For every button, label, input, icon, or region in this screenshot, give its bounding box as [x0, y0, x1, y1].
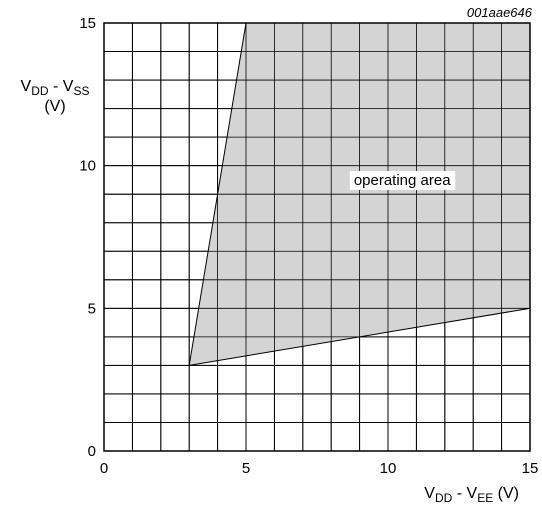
annotation-background	[349, 170, 456, 190]
x-tick-label: 5	[242, 460, 250, 477]
x-tick-labels: 0 5 10 15	[100, 460, 539, 477]
plot-frame	[103, 22, 531, 452]
y-tick-label: 15	[79, 15, 96, 32]
x-tick-label: 10	[380, 460, 397, 477]
y-tick-label: 10	[79, 158, 96, 175]
y-tick-label: 0	[88, 443, 96, 460]
x-tick-label: 0	[100, 460, 108, 477]
y-tick-labels: 0 5 10 15	[79, 15, 96, 460]
y-tick-label: 5	[88, 300, 96, 317]
figure-id: 001aae646	[467, 5, 533, 20]
x-tick-label: 15	[522, 460, 539, 477]
y-axis-unit: (V)	[44, 98, 65, 115]
x-axis-label: VDD - VEE (V)	[424, 485, 519, 505]
y-axis-label: VDD - VSS	[21, 78, 90, 98]
operating-area-label: operating area	[354, 172, 451, 189]
